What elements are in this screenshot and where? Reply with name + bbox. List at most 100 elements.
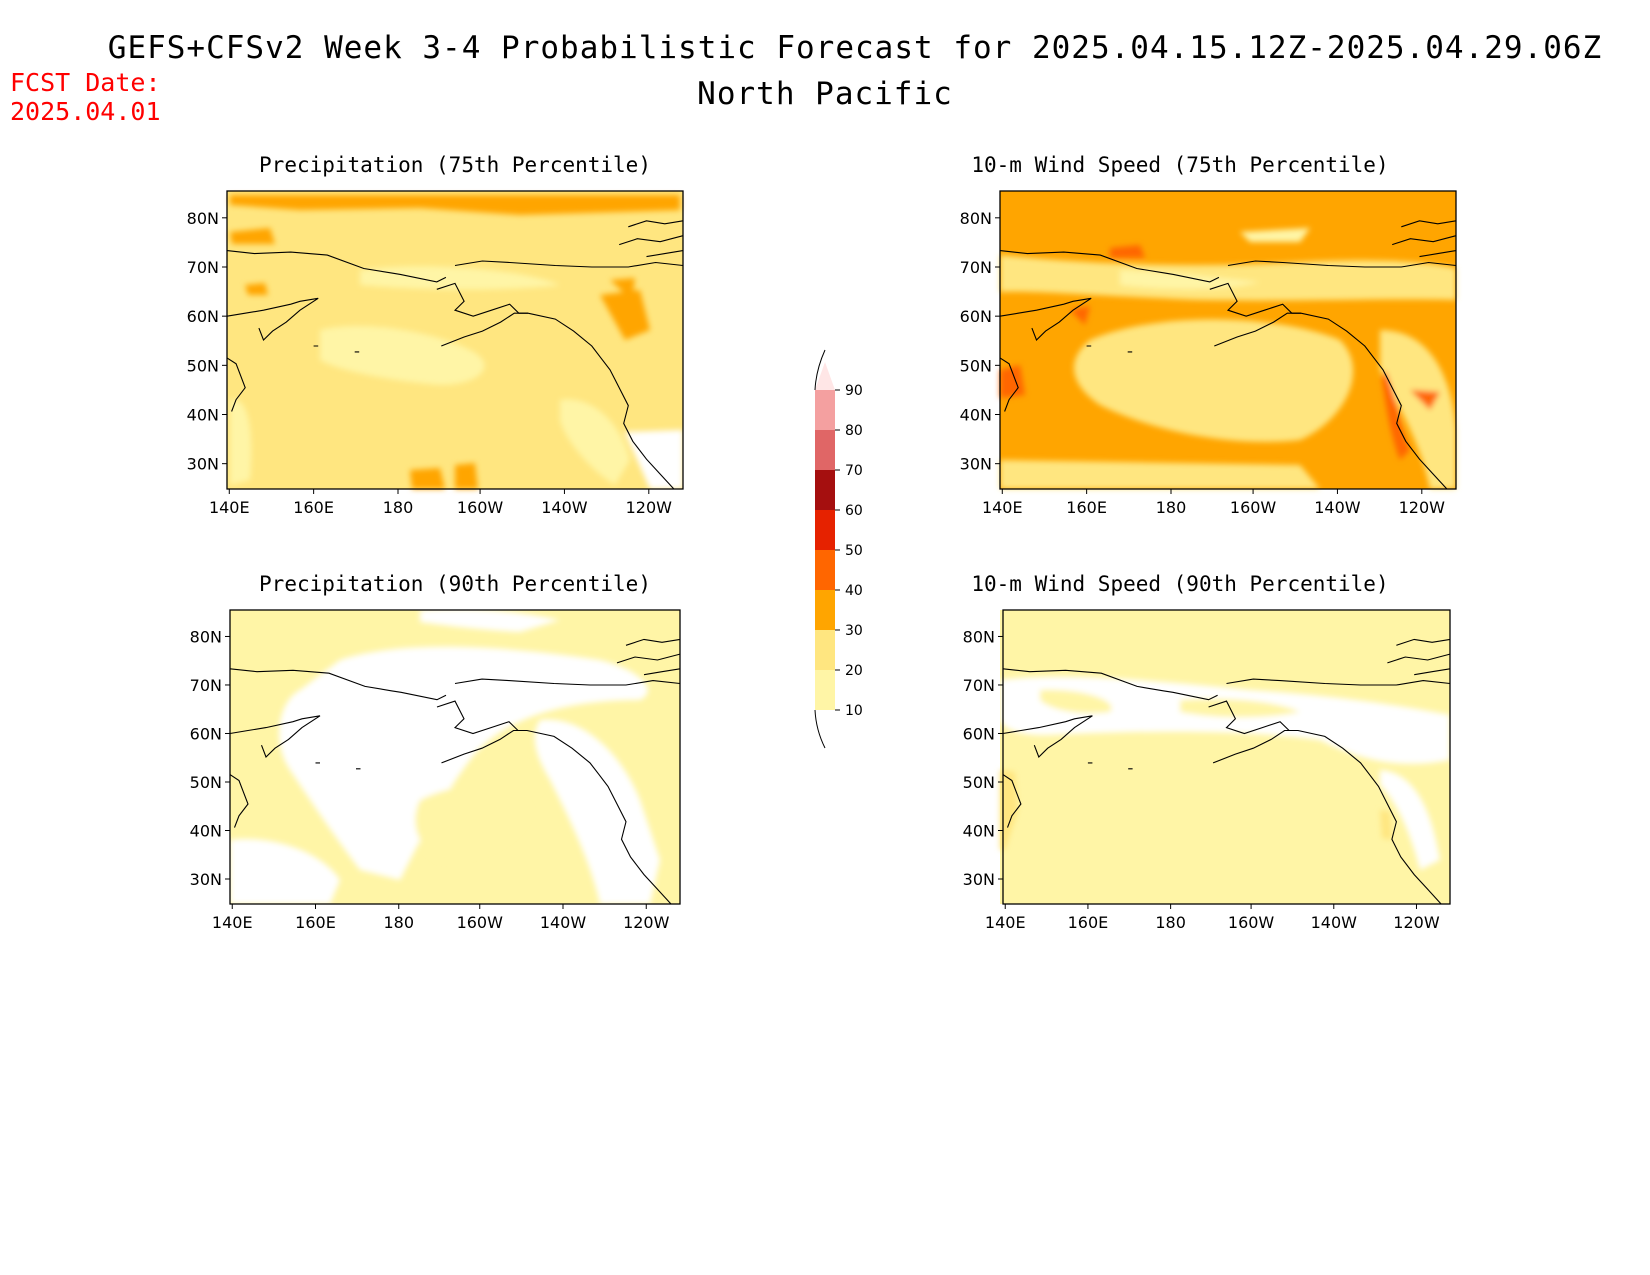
coastline-path	[229, 774, 249, 828]
colorbar-swatch	[815, 670, 835, 710]
coastline-path	[229, 668, 447, 701]
lon-tick-label: 160W	[457, 498, 504, 517]
coastline-path	[646, 250, 684, 258]
coastline-path	[1392, 220, 1457, 246]
lon-tick-label: 160E	[1068, 913, 1109, 932]
lat-tick-label: 60N	[960, 307, 992, 326]
lat-tick-label: 80N	[187, 209, 219, 228]
lat-tick-label: 30N	[190, 870, 222, 889]
colorbar-top-outline	[814, 349, 826, 391]
colorbar-swatch	[815, 430, 835, 470]
lon-tick-label: 140E	[982, 498, 1023, 517]
colorbar-swatch	[815, 550, 835, 590]
map-frame	[226, 190, 684, 490]
lon-tick-label: 180	[383, 913, 414, 932]
lon-tick-label: 120W	[1399, 498, 1446, 517]
coastline-path	[1214, 312, 1448, 490]
coastline-path	[1212, 729, 1442, 905]
lon-tick-label: 160W	[1228, 913, 1275, 932]
coastline-path	[1002, 715, 1093, 758]
colorbar-swatch	[815, 590, 835, 630]
lon-tick-label: 180	[1155, 913, 1186, 932]
lon-tick-label: 180	[1156, 498, 1187, 517]
lat-tick-label: 40N	[190, 822, 222, 841]
colorbar-label: 50	[845, 543, 863, 559]
coastline-path	[229, 715, 321, 758]
lon-tick-label: 160W	[457, 913, 504, 932]
colorbar-label: 30	[845, 623, 863, 639]
panel-title-wind75: 10-m Wind Speed (75th Percentile)	[971, 153, 1389, 177]
lon-tick-label: 160E	[293, 498, 334, 517]
lon-tick-label: 140E	[209, 498, 250, 517]
lat-tick-label: 30N	[960, 455, 992, 474]
fcst-date-value: 2025.04.01	[10, 97, 161, 126]
coastline-path	[454, 260, 684, 268]
coastline-path	[616, 638, 681, 664]
lat-tick-label: 70N	[960, 258, 992, 277]
lon-tick-label: 160W	[1230, 498, 1277, 517]
coastline-path	[1387, 638, 1451, 664]
lon-tick-label: 120W	[623, 913, 670, 932]
lat-tick-label: 50N	[960, 356, 992, 375]
colorbar-swatch	[815, 390, 835, 430]
lon-tick-label: 120W	[1393, 913, 1440, 932]
colorbar-label: 60	[845, 503, 863, 519]
colorbar: 10 20 30 40 50 60 70 80 90	[814, 349, 863, 749]
lat-tick-label: 30N	[187, 455, 219, 474]
coastline-path	[1227, 260, 1457, 268]
coastline-path	[999, 357, 1019, 412]
coastline-path	[1209, 282, 1301, 317]
lon-tick-label: 140W	[541, 498, 588, 517]
region-subtitle: North Pacific	[697, 76, 953, 112]
map-panel-precip90	[230, 608, 680, 904]
map-frame	[999, 190, 1457, 490]
shaded-regions	[1000, 228, 1456, 489]
coastline-path	[436, 282, 528, 317]
lat-tick-label: 60N	[190, 724, 222, 743]
lat-tick-label: 70N	[963, 676, 995, 695]
lat-tick-label: 80N	[190, 627, 222, 646]
lat-tick-label: 80N	[963, 627, 995, 646]
lat-tick-label: 60N	[187, 307, 219, 326]
colorbar-label: 80	[845, 423, 863, 439]
colorbar-label: 20	[845, 663, 863, 679]
map-frame	[229, 609, 681, 905]
lon-tick-label: 160E	[1066, 498, 1107, 517]
map-panel-wind75	[1000, 191, 1456, 489]
lon-tick-label: 140W	[1314, 498, 1361, 517]
lat-tick-label: 60N	[963, 724, 995, 743]
lat-tick-label: 40N	[187, 406, 219, 425]
lat-tick-label: 70N	[190, 676, 222, 695]
coastline-path	[226, 250, 447, 283]
lat-tick-label: 50N	[187, 356, 219, 375]
coastline-path	[1002, 774, 1022, 828]
lat-tick-label: 50N	[190, 773, 222, 792]
shaded-regions	[1000, 676, 1450, 870]
panel-title-wind90: 10-m Wind Speed (90th Percentile)	[971, 572, 1389, 596]
lat-tick-label: 80N	[960, 209, 992, 228]
lat-tick-label: 30N	[963, 870, 995, 889]
lon-tick-label: 140E	[212, 913, 253, 932]
coastline-path	[999, 297, 1092, 341]
lon-tick-label: 160E	[295, 913, 336, 932]
lat-tick-label: 40N	[963, 822, 995, 841]
map-panel-precip75	[227, 191, 683, 489]
colorbar-swatch	[815, 630, 835, 670]
coastline-path	[313, 345, 360, 353]
coastline-path	[226, 357, 246, 412]
map-frame	[1002, 609, 1451, 905]
lon-tick-label: 140E	[985, 913, 1026, 932]
coastline-path	[1087, 762, 1133, 770]
colorbar-label: 10	[845, 703, 863, 719]
lon-tick-label: 140W	[1311, 913, 1358, 932]
coastlines	[226, 220, 1457, 905]
colorbar-bottom-arrow	[814, 709, 826, 749]
lat-tick-label: 50N	[963, 773, 995, 792]
coastline-path	[226, 297, 319, 341]
colorbar-label: 90	[845, 383, 863, 399]
lon-tick-label: 120W	[626, 498, 673, 517]
coastline-path	[441, 729, 672, 905]
coastline-path	[315, 762, 361, 770]
colorbar-swatch	[815, 510, 835, 550]
